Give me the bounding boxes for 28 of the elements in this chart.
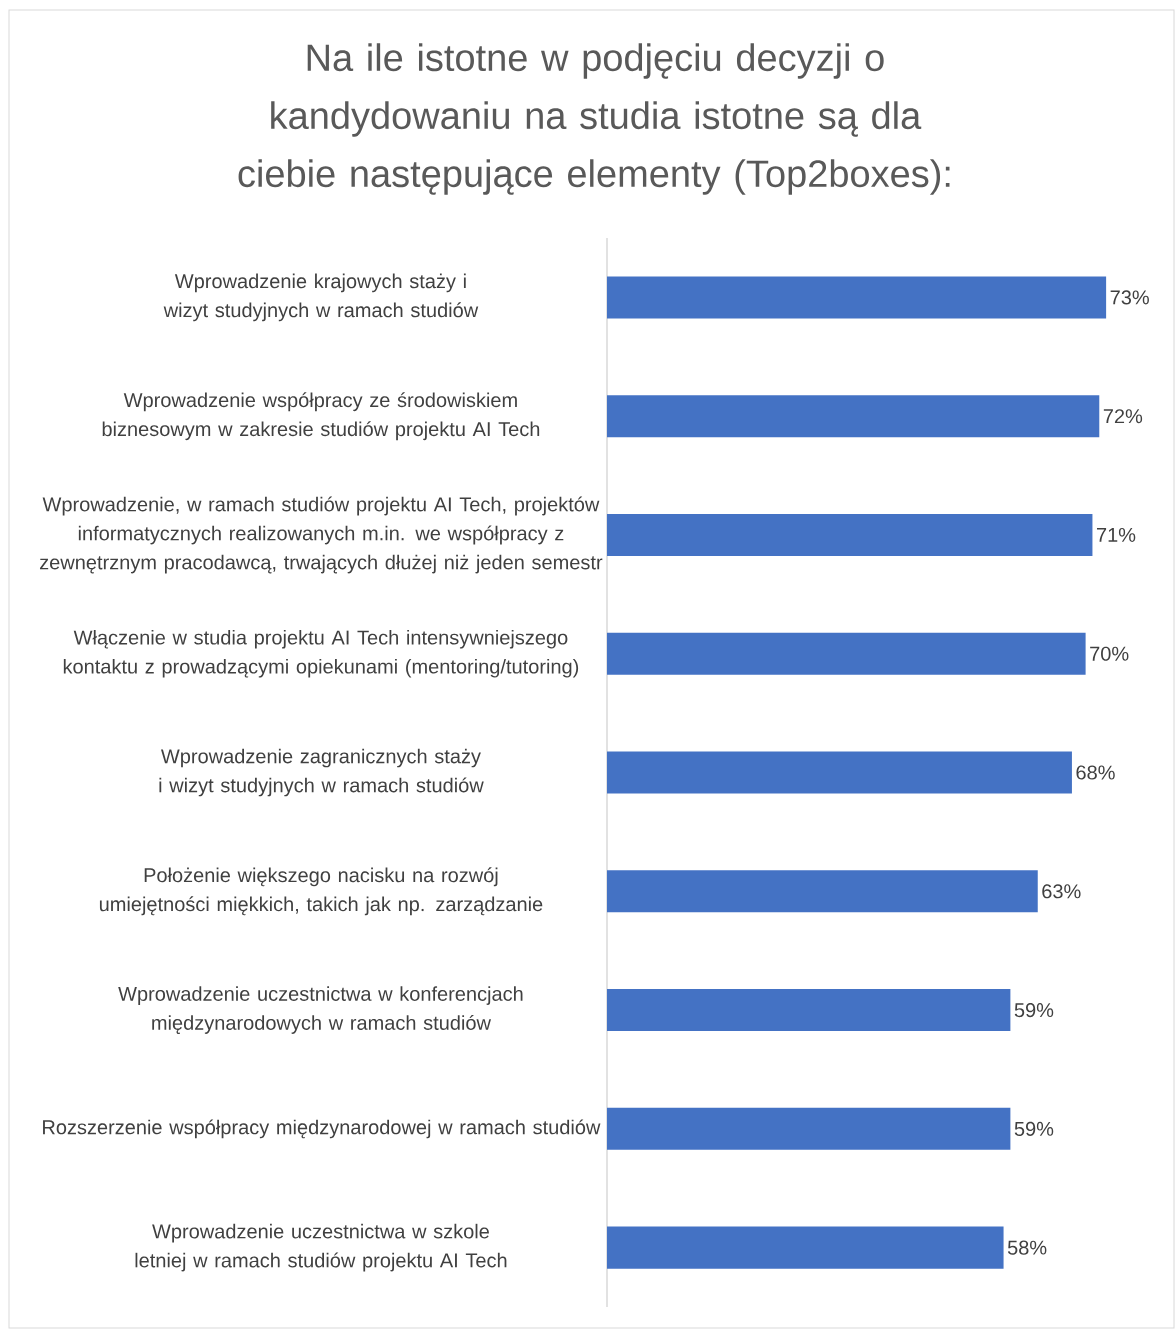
data-label: 73% bbox=[1110, 290, 1149, 305]
bar bbox=[607, 870, 1038, 913]
data-label: 63% bbox=[1042, 884, 1081, 899]
y-tick-label: Wprowadzenie współpracy ze środowiskiem biznesowym w zakresie studiów projektu AI Tech bbox=[102, 392, 540, 441]
data-label: 59% bbox=[1014, 1003, 1054, 1018]
y-tick-label: Wprowadzenie zagranicznych staży i wizyt studyjnych w ramach studiów bbox=[159, 748, 484, 797]
bar bbox=[607, 989, 1011, 1032]
data-label: 59% bbox=[1014, 1121, 1054, 1136]
bar bbox=[607, 751, 1072, 794]
bar bbox=[607, 276, 1107, 319]
y-tick-label: Wprowadzenie krajowych staży i wizyt studyjnych w ramach studiów bbox=[163, 273, 479, 322]
bar bbox=[607, 632, 1086, 675]
bar bbox=[607, 1226, 1004, 1269]
y-tick-label: Położenie większego nacisku na rozwój umiejętności miękkich, takich jak np. zarządzanie bbox=[99, 867, 543, 916]
bar bbox=[607, 513, 1093, 556]
chart-title: Na ile istotne w podjęciu decyzji o kandydowaniu na studia istotne są dla ciebie następujące elementy (Top2boxes): bbox=[238, 43, 950, 195]
y-tick-label: Wprowadzenie uczestnictwa w szkole letniej w ramach studiów projektu AI Tech bbox=[135, 1223, 507, 1272]
y-tick-label: Wprowadzenie uczestnictwa w konferencjach międzynarodowych w ramach studiów bbox=[118, 986, 523, 1034]
data-label: 58% bbox=[1007, 1240, 1047, 1255]
bar bbox=[607, 1107, 1011, 1150]
y-tick-label: Rozszerzenie współpracy międzynarodowej w ramach studiów bbox=[43, 1119, 601, 1139]
data-label: 68% bbox=[1076, 765, 1115, 780]
data-label: 71% bbox=[1097, 527, 1136, 542]
y-tick-label: Wprowadzenie, w ramach studiów projektu AI Tech, projektów informatycznych realizowanych m.in. we współpracy z zewnętrznym pracodawcą, trwających dłużej niż jeden semestr bbox=[40, 496, 603, 574]
data-label: 70% bbox=[1090, 646, 1129, 661]
bar bbox=[607, 395, 1100, 438]
y-tick-label: Włączenie w studia projektu AI Tech intensywniejszego kontaktu z prowadzącymi opiekunami (mentoring/tutoring) bbox=[63, 629, 579, 678]
data-label: 72% bbox=[1103, 409, 1143, 424]
